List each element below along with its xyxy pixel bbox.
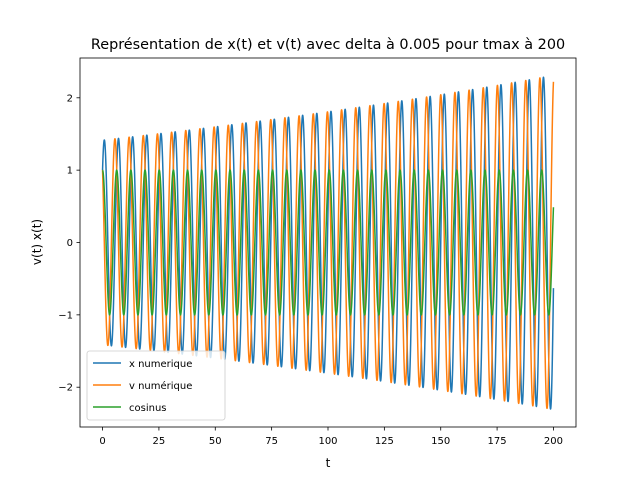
plot-area xyxy=(101,76,555,410)
y-axis-label: v(t) x(t) xyxy=(30,219,44,265)
series-line-1 xyxy=(101,77,555,410)
chart-title: Représentation de x(t) et v(t) avec delt… xyxy=(91,37,565,53)
y-tick-label: 2 xyxy=(67,93,73,104)
x-tick-label: 0 xyxy=(99,436,105,447)
x-tick-label: 175 xyxy=(488,436,507,447)
legend: x numerique v numérique cosinus xyxy=(86,350,226,421)
x-tick-label: 125 xyxy=(375,436,394,447)
legend-label: v numérique xyxy=(129,380,192,392)
x-tick-label: 75 xyxy=(265,436,278,447)
legend-label: x numerique xyxy=(129,359,192,370)
x-tick-label: 25 xyxy=(153,436,166,447)
y-tick-label: −2 xyxy=(58,383,73,394)
y-tick-label: −1 xyxy=(58,310,73,321)
axes: 0 25 50 75 100 125 150 175 200 −2 −1 0 1 2 xyxy=(58,57,577,447)
y-tick-label: 0 xyxy=(67,238,73,249)
x-tick-label: 200 xyxy=(544,436,563,447)
y-tick-label: 1 xyxy=(67,166,73,177)
series-line-2 xyxy=(101,169,555,316)
x-axis-label: t xyxy=(326,456,331,470)
legend-label: cosinus xyxy=(129,403,167,414)
x-tick-label: 100 xyxy=(318,436,337,447)
x-tick-label: 50 xyxy=(209,436,222,447)
x-tick-label: 150 xyxy=(431,436,450,447)
legend-frame xyxy=(86,350,226,421)
